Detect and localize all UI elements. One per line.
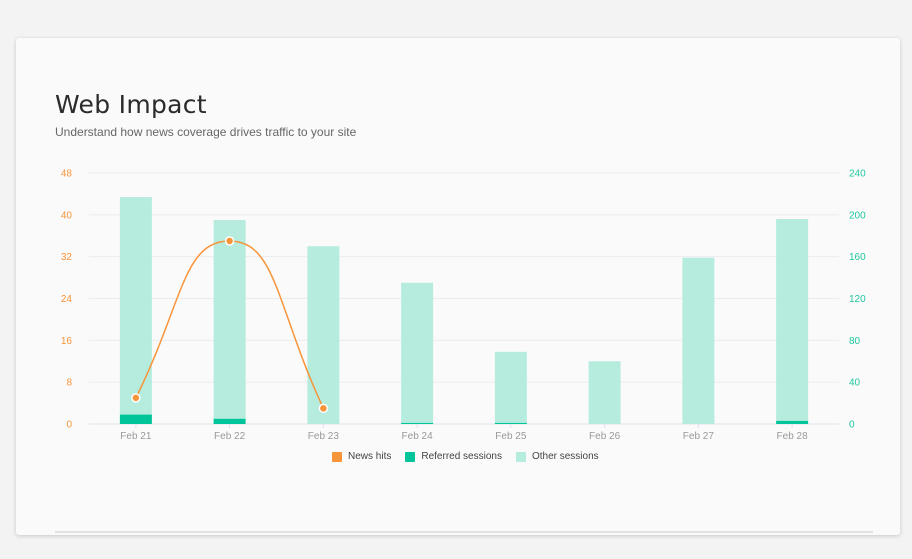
- legend-label: Referred sessions: [421, 451, 502, 462]
- divider: [55, 531, 873, 533]
- right-axis-tick-label: 160: [849, 252, 866, 263]
- bar-other-sessions: [776, 219, 809, 421]
- bar-referred-sessions: [401, 422, 434, 424]
- legend-label: Other sessions: [531, 451, 599, 462]
- card-title: Web Impact: [55, 90, 207, 119]
- web-impact-card: Web Impact Understand how news coverage …: [16, 38, 900, 535]
- bar-other-sessions: [213, 220, 246, 419]
- bar-referred-sessions: [119, 414, 152, 424]
- left-axis-tick-label: 0: [66, 420, 72, 431]
- left-axis-tick-label: 8: [66, 378, 72, 389]
- right-axis-tick-label: 240: [849, 169, 866, 180]
- right-axis-tick-label: 200: [849, 210, 866, 221]
- legend-item-other-sessions[interactable]: Other sessions: [515, 451, 599, 462]
- legend-swatch: [332, 451, 342, 462]
- x-axis-tick-label: Feb 25: [495, 431, 527, 442]
- legend-label: News hits: [348, 451, 392, 462]
- right-axis-tick-label: 80: [849, 336, 861, 347]
- legend-item-news-hits[interactable]: News hits: [332, 451, 391, 462]
- bar-referred-sessions: [213, 418, 246, 424]
- x-axis-tick-label: Feb 24: [402, 431, 434, 442]
- right-axis-tick-label: 0: [849, 420, 855, 431]
- chart-legend: News hits Referred sessions Other sessio…: [332, 451, 599, 462]
- bar-referred-sessions: [494, 422, 527, 424]
- x-axis-tick-label: Feb 21: [120, 431, 152, 442]
- news-hits-point: [131, 393, 141, 403]
- legend-item-referred-sessions[interactable]: Referred sessions: [405, 451, 502, 462]
- right-axis-tick-label: 40: [849, 378, 861, 389]
- left-axis-tick-label: 48: [61, 169, 73, 180]
- news-hits-point: [318, 403, 329, 414]
- x-axis-tick-label: Feb 26: [589, 431, 621, 442]
- x-axis-tick-label: Feb 28: [777, 431, 809, 442]
- bar-other-sessions: [588, 361, 621, 424]
- left-axis-tick-label: 24: [61, 294, 73, 305]
- bar-other-sessions: [119, 197, 152, 415]
- bar-other-sessions: [682, 257, 715, 424]
- legend-swatch: [515, 451, 526, 462]
- x-axis-tick-label: Feb 23: [308, 431, 340, 442]
- left-axis-tick-label: 16: [61, 336, 73, 347]
- legend-swatch: [405, 451, 416, 462]
- x-axis-tick-label: Feb 22: [214, 431, 246, 442]
- news-hits-point: [224, 236, 235, 246]
- x-axis-tick-label: Feb 27: [683, 431, 715, 442]
- bar-other-sessions: [401, 282, 434, 423]
- card-subtitle: Understand how news coverage drives traf…: [55, 125, 357, 139]
- bar-other-sessions: [494, 351, 527, 423]
- bar-other-sessions: [307, 246, 340, 424]
- right-axis-tick-label: 120: [849, 294, 866, 305]
- left-axis-tick-label: 40: [61, 210, 73, 221]
- bar-referred-sessions: [776, 420, 809, 424]
- left-axis-tick-label: 32: [61, 252, 73, 263]
